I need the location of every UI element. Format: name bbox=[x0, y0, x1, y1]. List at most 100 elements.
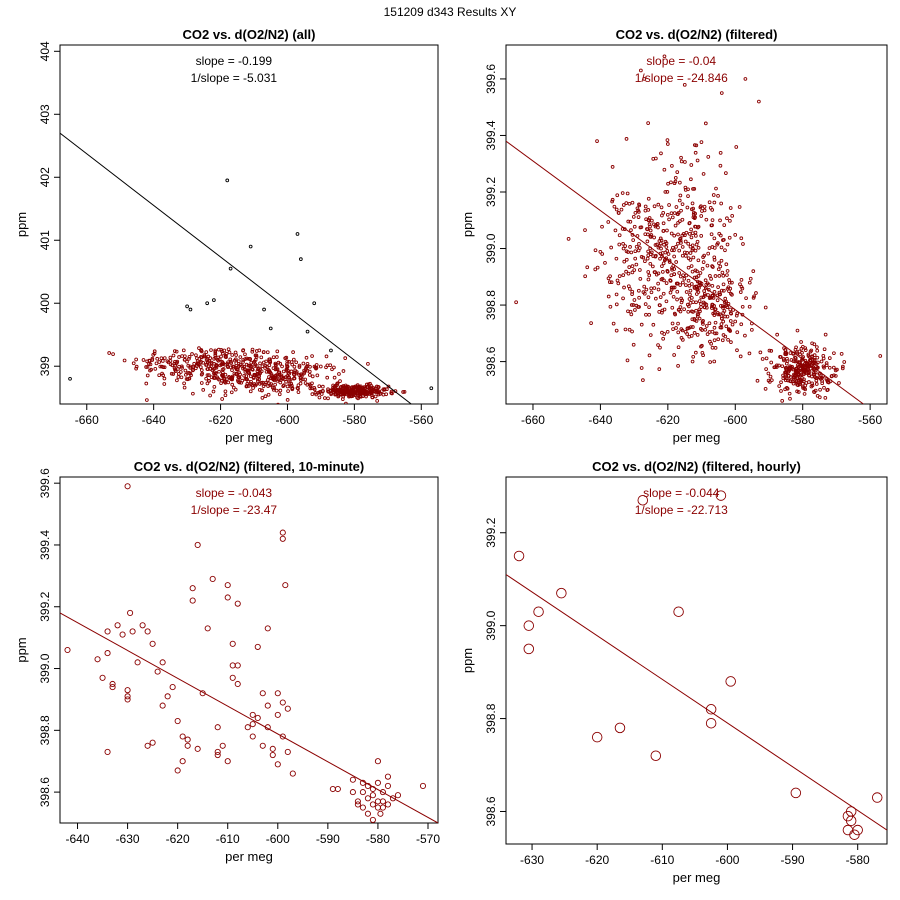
x-tick-label: -640 bbox=[142, 413, 166, 427]
data-point bbox=[233, 387, 238, 392]
data-point bbox=[321, 384, 325, 389]
data-point bbox=[160, 364, 164, 369]
data-point bbox=[297, 365, 302, 369]
data-point bbox=[556, 587, 567, 599]
data-point bbox=[204, 363, 208, 367]
data-point bbox=[304, 355, 309, 360]
data-point bbox=[735, 348, 739, 353]
data-point bbox=[767, 348, 772, 353]
data-point bbox=[670, 266, 674, 270]
data-point bbox=[236, 359, 241, 364]
data-point bbox=[693, 248, 698, 253]
data-point bbox=[717, 290, 722, 295]
data-point bbox=[646, 208, 651, 212]
data-point bbox=[614, 302, 619, 307]
data-point bbox=[173, 369, 178, 373]
data-point bbox=[634, 244, 639, 249]
data-point bbox=[374, 779, 381, 786]
data-point bbox=[173, 363, 177, 368]
data-point bbox=[659, 205, 664, 210]
y-tick-label: 399.0 bbox=[484, 610, 498, 640]
data-point bbox=[364, 795, 371, 802]
data-point bbox=[178, 370, 183, 374]
data-point bbox=[249, 379, 253, 384]
data-point bbox=[784, 366, 789, 370]
data-point bbox=[680, 233, 685, 238]
data-point bbox=[351, 393, 356, 397]
panel-title: CO2 vs. d(O2/N2) (filtered, 10-minute) bbox=[134, 459, 364, 474]
data-point bbox=[720, 270, 725, 275]
data-point bbox=[672, 285, 677, 290]
x-tick-label: -560 bbox=[858, 413, 882, 427]
data-point bbox=[64, 646, 71, 654]
data-point bbox=[705, 281, 710, 286]
data-point bbox=[279, 535, 286, 542]
data-point bbox=[655, 222, 660, 226]
data-point bbox=[245, 383, 249, 388]
data-point bbox=[657, 310, 662, 314]
fit-line bbox=[506, 574, 887, 831]
data-point bbox=[331, 390, 336, 395]
data-point bbox=[286, 371, 291, 375]
data-point bbox=[182, 358, 187, 362]
data-point bbox=[638, 277, 643, 281]
data-point bbox=[647, 305, 651, 310]
data-point bbox=[294, 360, 299, 365]
y-tick-label: 398.6 bbox=[484, 346, 498, 376]
y-tick-label: 399.2 bbox=[484, 517, 498, 547]
data-point bbox=[777, 384, 782, 388]
data-point bbox=[149, 640, 156, 647]
data-point bbox=[225, 361, 230, 366]
data-point bbox=[728, 218, 732, 223]
data-point bbox=[737, 205, 742, 209]
data-point bbox=[665, 228, 669, 233]
data-point bbox=[229, 640, 236, 647]
data-point bbox=[694, 300, 698, 305]
data-point bbox=[718, 218, 722, 223]
panel-title: CO2 vs. d(O2/N2) (all) bbox=[183, 27, 316, 42]
x-tick-label: -660 bbox=[75, 413, 99, 427]
data-point bbox=[231, 385, 236, 390]
y-tick-label: 398.6 bbox=[484, 796, 498, 826]
data-point bbox=[709, 277, 713, 281]
data-point bbox=[694, 319, 699, 323]
data-point bbox=[237, 375, 242, 380]
data-point bbox=[254, 714, 261, 722]
data-point bbox=[677, 180, 682, 185]
data-point bbox=[389, 389, 394, 394]
data-point bbox=[824, 361, 829, 365]
data-point bbox=[638, 225, 643, 230]
data-point bbox=[803, 346, 808, 350]
data-point bbox=[224, 351, 229, 356]
data-point bbox=[683, 254, 688, 258]
data-point bbox=[751, 295, 756, 300]
y-tick-label: 399 bbox=[38, 356, 52, 376]
data-point bbox=[693, 350, 698, 355]
data-point bbox=[684, 290, 689, 294]
plot-frame bbox=[505, 476, 888, 845]
data-point bbox=[192, 361, 197, 366]
data-point bbox=[606, 294, 611, 299]
data-point bbox=[825, 387, 830, 392]
data-point bbox=[679, 159, 684, 164]
data-point bbox=[670, 267, 674, 272]
data-point bbox=[730, 280, 734, 285]
data-point bbox=[764, 367, 768, 371]
data-point bbox=[821, 356, 826, 361]
data-point bbox=[692, 286, 697, 290]
data-point bbox=[263, 382, 267, 387]
data-point bbox=[692, 331, 697, 335]
data-point bbox=[682, 82, 687, 87]
data-point bbox=[803, 348, 808, 352]
data-point bbox=[338, 379, 342, 383]
data-point bbox=[702, 305, 707, 310]
data-point bbox=[842, 360, 847, 364]
data-point bbox=[698, 205, 703, 210]
data-point bbox=[219, 742, 226, 749]
data-point bbox=[283, 356, 288, 361]
data-point bbox=[357, 386, 361, 390]
data-point bbox=[369, 801, 376, 808]
data-point bbox=[727, 278, 731, 282]
data-point bbox=[688, 292, 692, 297]
data-point bbox=[823, 395, 828, 400]
